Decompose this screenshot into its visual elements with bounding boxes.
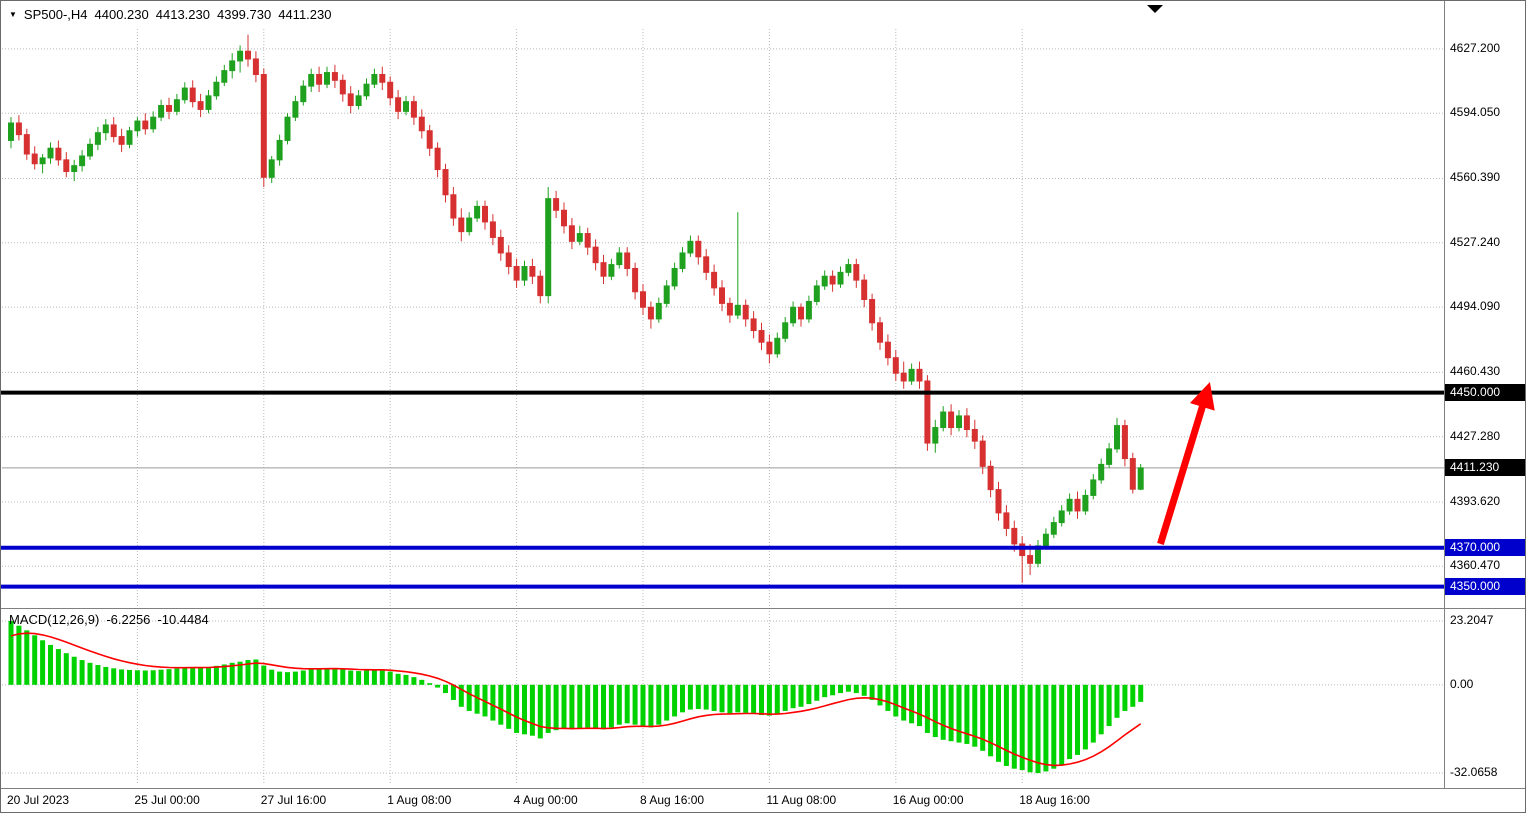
ohlc-close: 4411.230 — [278, 7, 332, 22]
time-axis-label: 16 Aug 00:00 — [892, 793, 964, 807]
time-axis[interactable]: 20 Jul 2023 25 Jul 00:00 27 Jul 16:00 1 Aug… — [1, 788, 1525, 812]
macd-value: -6.2256 — [106, 612, 151, 627]
time-axis-label: 1 Aug 08:00 — [387, 793, 452, 807]
price-axis-label: 4560.390 — [1450, 170, 1501, 185]
time-axis-label: 20 Jul 2023 — [7, 793, 70, 807]
price-axis-badge: 4450.000 — [1445, 383, 1525, 401]
time-axis-label: 25 Jul 00:00 — [134, 793, 200, 807]
macd-signal-value: -10.4484 — [157, 612, 209, 627]
ohlc-high: 4413.230 — [155, 7, 210, 22]
symbol-period-label: SP500-,H4 — [23, 7, 88, 22]
price-axis[interactable]: 4627.200 4594.050 4560.390 4527.240 4494.090… — [1445, 1, 1525, 788]
time-axis-label: 8 Aug 16:00 — [640, 793, 705, 807]
chart-shift-marker-icon[interactable] — [1147, 5, 1163, 13]
price-axis-label: 4460.430 — [1450, 364, 1501, 379]
price-axis-badge: 4350.000 — [1445, 577, 1525, 595]
price-axis-label: 4627.200 — [1450, 40, 1501, 55]
macd-axis-label: 23.2047 — [1450, 613, 1494, 627]
price-axis-label: 4427.280 — [1450, 428, 1501, 443]
time-axis-label: 11 Aug 08:00 — [766, 793, 837, 807]
time-axis-label: 4 Aug 00:00 — [513, 793, 578, 807]
candlesticks — [8, 34, 1144, 583]
price-axis-badge: 4370.000 — [1445, 538, 1525, 556]
ohlc-open: 4400.230 — [94, 7, 149, 22]
price-axis-label: 4527.240 — [1450, 234, 1501, 249]
time-axis-label: 27 Jul 16:00 — [260, 793, 327, 807]
price-axis-label: 4594.050 — [1450, 105, 1501, 120]
price-axis-label: 4360.470 — [1450, 558, 1501, 573]
ohlc-low: 4399.730 — [216, 7, 272, 22]
chart-header: ▼ SP500-,H4 4400.230 4413.230 4399.730 4… — [9, 7, 331, 22]
trend-arrow[interactable] — [1157, 382, 1215, 545]
price-axis-label: 4494.090 — [1450, 299, 1501, 314]
price-axis-label: 4393.620 — [1450, 493, 1501, 508]
time-axis-label: 18 Aug 16:00 — [1019, 793, 1090, 807]
macd-axis-label: -32.0658 — [1450, 765, 1498, 779]
window-marker-icon: ▼ — [9, 10, 17, 19]
macd-label: MACD(12,26,9) — [9, 612, 100, 627]
macd-indicator-header: MACD(12,26,9) -6.2256 -10.4484 — [9, 612, 209, 627]
macd-signal-line — [10, 632, 1142, 767]
macd-axis-label: 0.00 — [1450, 676, 1474, 691]
macd-histogram — [8, 621, 1144, 774]
price-axis-badge: 4411.230 — [1445, 458, 1525, 476]
